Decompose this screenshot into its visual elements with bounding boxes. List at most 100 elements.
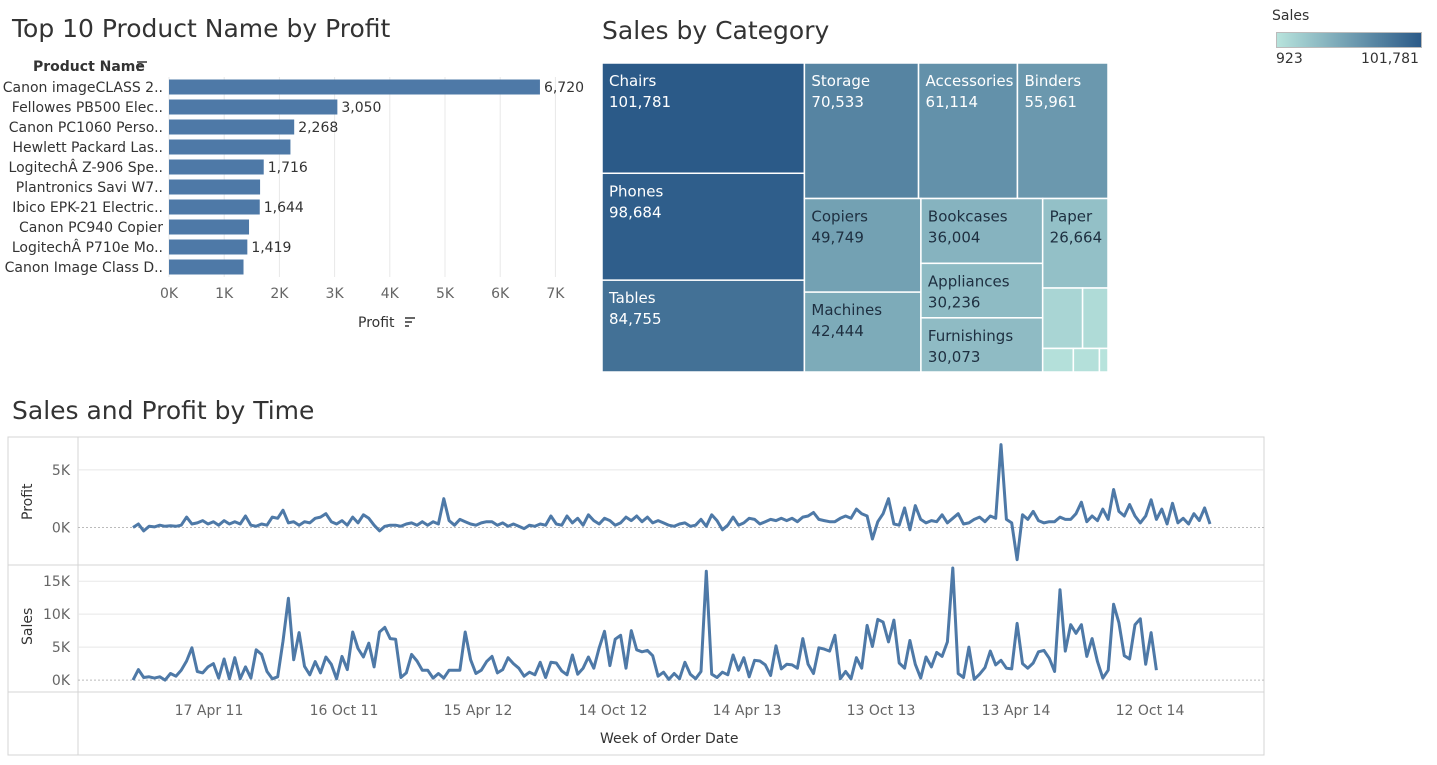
bar-data-label: 3,050 (341, 100, 381, 116)
treemap-chart: Chairs 101,781 Phones 98,684 Tables 84,755 Sto… (602, 63, 1108, 372)
treemap-cell-value: 26,664 (1050, 229, 1103, 247)
bar-x-tick-label: 1K (215, 286, 234, 302)
sort-icon[interactable] (137, 61, 147, 71)
profit-bar[interactable] (169, 179, 261, 195)
treemap-cell-name: Tables (608, 289, 656, 307)
product-name-label[interactable]: Ibico EPK-21 Electric.. (12, 200, 163, 216)
treemap-cell[interactable] (920, 262, 1044, 319)
treemap-cell-value: 55,961 (1024, 93, 1077, 111)
bar-data-label: 1,419 (251, 240, 291, 256)
time-x-tick-label: 14 Oct 12 (579, 703, 648, 719)
sort-icon[interactable] (405, 317, 415, 327)
treemap-cell-name: Phones (609, 182, 663, 200)
bar-x-tick-label: 4K (381, 286, 400, 302)
product-name-label[interactable]: Canon Image Class D.. (5, 260, 163, 276)
bar-chart-title: Top 10 Product Name by Profit (12, 14, 391, 43)
bar-y-axis-title[interactable]: Product Name (33, 59, 145, 75)
sales-y-tick-label: 10K (43, 607, 71, 623)
treemap-cell-value: 36,004 (928, 229, 981, 247)
treemap-cell[interactable] (1098, 347, 1108, 372)
treemap-cell[interactable] (917, 63, 1019, 200)
treemap-cell-value: 49,749 (811, 229, 864, 247)
product-name-label[interactable]: Canon PC1060 Perso.. (9, 120, 163, 136)
bar-x-tick-label: 7K (546, 286, 565, 302)
profit-bar[interactable] (169, 199, 260, 215)
treemap-cell-name: Machines (811, 301, 882, 319)
treemap-cell-value: 70,533 (811, 93, 864, 111)
time-x-tick-label: 14 Apr 13 (713, 703, 782, 719)
profit-bar[interactable] (169, 219, 250, 235)
time-x-tick-label: 12 Oct 14 (1116, 703, 1185, 719)
bar-x-tick-label: 3K (326, 286, 345, 302)
profit-bar[interactable] (169, 139, 291, 155)
treemap-cell-name: Storage (811, 72, 870, 90)
treemap-cell[interactable] (1016, 63, 1108, 200)
bar-data-label: 6,720 (544, 80, 584, 96)
profit-series-line[interactable] (132, 443, 1212, 562)
color-legend-gradient[interactable] (1276, 32, 1422, 48)
time-x-tick-label: 13 Apr 14 (982, 703, 1051, 719)
treemap-cell[interactable] (1041, 197, 1108, 289)
sales-axis-title[interactable]: Sales (20, 608, 36, 645)
profit-y-tick-label: 5K (52, 463, 71, 479)
time-x-tick-label: 17 Apr 11 (175, 703, 244, 719)
legend-min-value: 923 (1276, 51, 1303, 67)
bar-x-tick-label: 2K (270, 286, 289, 302)
product-name-label[interactable]: Canon imageCLASS 2.. (3, 80, 163, 96)
bar-x-tick-label: 5K (436, 286, 455, 302)
profit-bar[interactable] (169, 259, 244, 275)
time-x-tick-label: 15 Apr 12 (444, 703, 513, 719)
product-name-label[interactable]: Plantronics Savi W7.. (16, 180, 163, 196)
treemap-title: Sales by Category (602, 16, 830, 45)
treemap-cell-value: 30,236 (928, 293, 981, 311)
treemap-cell-value: 98,684 (609, 203, 662, 221)
profit-y-tick-label: 0K (52, 520, 71, 536)
time-x-tick-label: 16 Oct 11 (310, 703, 379, 719)
treemap-cell[interactable] (1072, 347, 1101, 372)
sales-y-tick-label: 5K (52, 640, 71, 656)
line-chart-title: Sales and Profit by Time (12, 396, 315, 425)
bar-data-label: 1,716 (268, 160, 308, 176)
treemap-cell-value: 101,781 (609, 93, 671, 111)
treemap-cell[interactable] (920, 197, 1044, 265)
treemap-cell-value: 42,444 (811, 322, 864, 340)
bar-x-axis-title[interactable]: Profit (358, 315, 395, 331)
profit-bar[interactable] (169, 119, 295, 135)
treemap-cell[interactable] (803, 197, 922, 293)
profit-bar[interactable] (169, 79, 540, 95)
treemap-cell-value: 84,755 (609, 310, 662, 328)
product-name-label[interactable]: Hewlett Packard Las.. (13, 140, 163, 156)
profit-bar[interactable] (169, 99, 338, 115)
treemap-cell-name: Accessories (926, 72, 1014, 90)
treemap-cell-name: Binders (1024, 72, 1081, 90)
sales-series-line[interactable] (131, 566, 1158, 682)
treemap-cell-value: 61,114 (926, 93, 979, 111)
legend-title: Sales (1272, 8, 1310, 24)
product-name-label[interactable]: Canon PC940 Copier (19, 220, 163, 236)
time-x-tick-label: 13 Oct 13 (847, 703, 916, 719)
treemap-cell-name: Furnishings (928, 327, 1013, 345)
product-name-label[interactable]: LogitechÂ Z-906 Spe.. (9, 158, 163, 176)
sales-y-tick-label: 15K (43, 574, 71, 590)
profit-bar[interactable] (169, 159, 264, 175)
legend-max-value: 101,781 (1361, 51, 1419, 67)
treemap-cell[interactable] (1081, 287, 1108, 350)
sales-y-tick-label: 0K (52, 673, 71, 689)
profit-bar[interactable] (169, 239, 248, 255)
treemap-cell-value: 30,073 (928, 348, 981, 366)
treemap-cell[interactable] (1041, 287, 1084, 350)
profit-axis-title[interactable]: Profit (20, 483, 36, 520)
treemap-cell-name: Bookcases (928, 208, 1008, 226)
treemap-cell[interactable] (1041, 347, 1075, 372)
treemap-cell-name: Appliances (928, 272, 1010, 290)
product-name-label[interactable]: LogitechÂ P710e Mo.. (12, 238, 163, 256)
bar-x-tick-label: 6K (491, 286, 510, 302)
product-name-label[interactable]: Fellowes PB500 Elec.. (12, 100, 163, 116)
time-x-axis-title[interactable]: Week of Order Date (600, 731, 738, 747)
bar-data-label: 1,644 (264, 200, 304, 216)
time-line-chart: Profit Sales 5K 0K 15K 10K 5K 0K 17 Apr 11 16… (7, 436, 1265, 756)
bar-data-label: 2,268 (298, 120, 338, 136)
treemap-cell-name: Paper (1050, 208, 1093, 226)
bar-x-tick-label: 0K (160, 286, 179, 302)
